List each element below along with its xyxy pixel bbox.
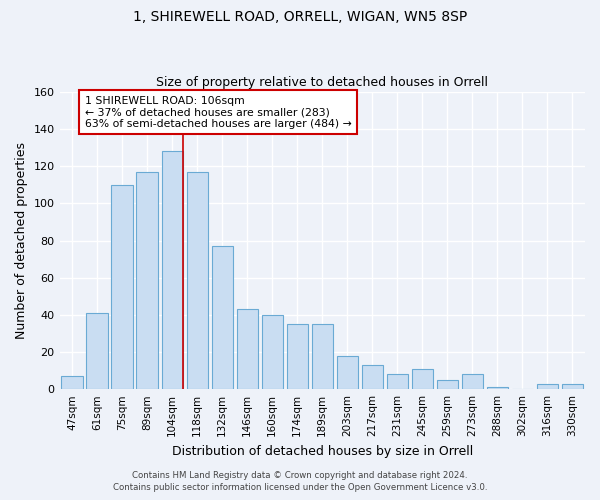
Bar [311,324,333,389]
Bar [387,374,408,389]
Text: Contains HM Land Registry data © Crown copyright and database right 2024.
Contai: Contains HM Land Registry data © Crown c… [113,471,487,492]
Bar [412,369,433,389]
Title: Size of property relative to detached houses in Orrell: Size of property relative to detached ho… [156,76,488,90]
Text: 1 SHIREWELL ROAD: 106sqm
← 37% of detached houses are smaller (283)
63% of semi-: 1 SHIREWELL ROAD: 106sqm ← 37% of detach… [85,96,352,129]
Bar [136,172,158,389]
Bar [287,324,308,389]
Bar [112,185,133,389]
Y-axis label: Number of detached properties: Number of detached properties [15,142,28,339]
Bar [462,374,483,389]
X-axis label: Distribution of detached houses by size in Orrell: Distribution of detached houses by size … [172,444,473,458]
Bar [187,172,208,389]
Bar [362,365,383,389]
Bar [61,376,83,389]
Bar [161,152,183,389]
Bar [487,388,508,389]
Bar [337,356,358,389]
Bar [262,315,283,389]
Bar [537,384,558,389]
Bar [562,384,583,389]
Bar [86,313,108,389]
Bar [236,310,258,389]
Text: 1, SHIREWELL ROAD, ORRELL, WIGAN, WN5 8SP: 1, SHIREWELL ROAD, ORRELL, WIGAN, WN5 8S… [133,10,467,24]
Bar [437,380,458,389]
Bar [212,246,233,389]
